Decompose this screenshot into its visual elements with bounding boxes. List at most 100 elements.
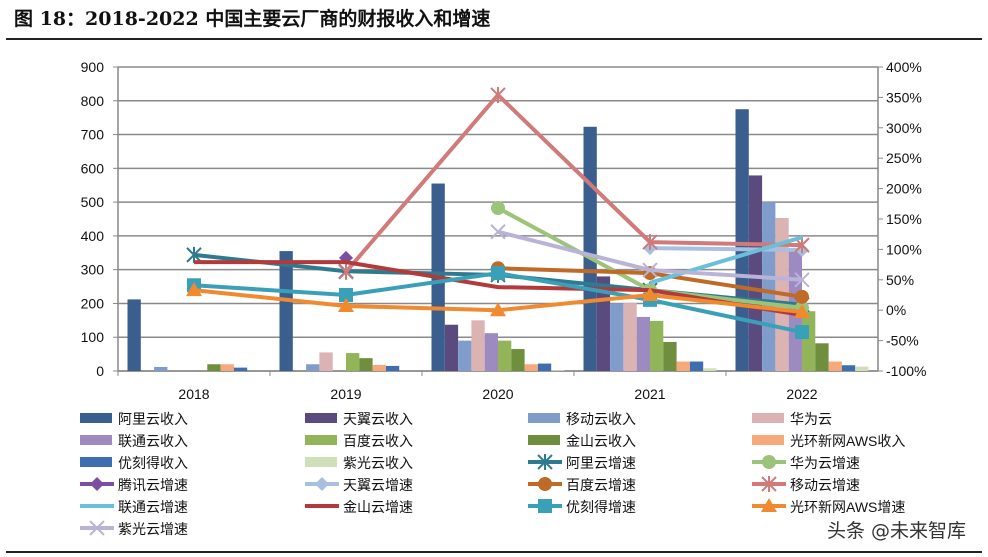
right-tick-label: -100%: [886, 363, 926, 379]
bar: [498, 340, 512, 371]
legend-swatch: [752, 413, 784, 423]
legend-label: 光环新网AWS收入: [790, 433, 905, 449]
bar: [689, 361, 704, 371]
bar: [359, 358, 373, 371]
legend-swatch: [528, 413, 560, 423]
legend-item: 光环新网AWS增速: [752, 499, 905, 515]
right-tick-label: 250%: [886, 150, 922, 166]
bar: [154, 366, 168, 371]
left-tick-label: 400: [81, 228, 105, 244]
right-tick-label: 200%: [886, 181, 922, 197]
bar: [444, 324, 459, 371]
legend-swatch: [80, 435, 112, 445]
bar: [372, 364, 386, 371]
figure-title: 图 18：2018-2022 中国主要云厂商的财报收入和增速: [14, 8, 491, 30]
bar: [306, 364, 320, 371]
watermark: 头条 @未来智库: [826, 520, 966, 542]
line-marker: [186, 282, 202, 297]
line-series: [649, 235, 803, 285]
bar: [663, 341, 677, 371]
line-series: [649, 246, 803, 253]
right-tick-label: 350%: [886, 89, 922, 105]
x-tick-label: 2022: [786, 386, 817, 402]
legend-label: 百度云增速: [566, 477, 636, 493]
legend-item: 金山云增速: [305, 499, 413, 515]
line-series: [344, 92, 803, 274]
legend-label: 百度云收入: [343, 433, 413, 449]
legend-label: 紫光云收入: [343, 455, 413, 471]
bar: [233, 367, 248, 371]
line-marker: [90, 477, 104, 491]
top-rule: [6, 38, 982, 40]
line-marker: [490, 302, 506, 317]
line-marker: [89, 520, 105, 536]
left-tick-label: 0: [96, 363, 104, 379]
bar: [650, 321, 664, 371]
legend-label: 华为云增速: [790, 455, 860, 471]
legend-item: 百度云收入: [305, 433, 413, 449]
x-tick-label: 2019: [330, 386, 361, 402]
line-marker: [762, 455, 776, 469]
legend-label: 金山云收入: [566, 433, 636, 449]
x-tick-label: 2018: [178, 386, 209, 402]
left-tick-label: 900: [81, 59, 105, 75]
legend-label: 天翼云增速: [343, 477, 413, 493]
legend-label: 光环新网AWS增速: [790, 499, 905, 515]
line-marker: [642, 287, 658, 301]
bar: [828, 361, 842, 371]
legend-label: 金山云增速: [343, 499, 413, 515]
legend-item: 华为云: [752, 411, 832, 427]
bar: [524, 364, 538, 371]
bar: [207, 364, 221, 371]
line-marker: [642, 262, 658, 278]
x-tick-label: 2020: [482, 386, 513, 402]
right-tick-label: 100%: [886, 241, 922, 257]
right-tick-label: -50%: [886, 333, 919, 349]
legend-label: 联通云增速: [118, 499, 188, 515]
left-tick-label: 600: [81, 160, 105, 176]
bar: [762, 202, 776, 371]
bar: [279, 251, 293, 371]
right-tick-label: 50%: [886, 272, 914, 288]
legend-swatch: [528, 435, 560, 445]
left-tick-label: 800: [81, 93, 105, 109]
right-tick-label: 150%: [886, 211, 922, 227]
legend-item: 阿里云收入: [80, 411, 188, 427]
legend-label: 优刻得收入: [118, 455, 188, 471]
legend-item: 金山云收入: [528, 433, 636, 449]
right-tick-label: 400%: [886, 59, 922, 75]
line-marker: [795, 289, 809, 304]
bar: [127, 299, 141, 371]
line-series: [194, 260, 803, 318]
line-marker: [794, 272, 810, 288]
right-tick-label: 300%: [886, 120, 922, 136]
bar: [346, 353, 360, 371]
legend-swatch: [305, 413, 337, 423]
line-marker: [315, 477, 329, 491]
legend-label: 阿里云增速: [566, 455, 636, 471]
left-tick-label: 100: [81, 329, 105, 345]
x-tick-label: 2021: [634, 386, 665, 402]
line-marker: [338, 297, 354, 312]
bar: [735, 109, 749, 371]
bottom-rule: [6, 551, 982, 553]
legend-swatch: [80, 457, 112, 467]
line-marker: [339, 288, 353, 302]
left-tick-label: 700: [81, 127, 105, 143]
line-marker: [338, 263, 354, 280]
bar: [583, 126, 597, 371]
line-marker: [642, 234, 658, 251]
bar: [676, 361, 690, 371]
bar: [855, 366, 869, 371]
bar: [458, 340, 472, 371]
legend-label: 联通云收入: [118, 433, 188, 449]
legend-item: 联通云收入: [80, 433, 188, 449]
legend-item: 移动云收入: [528, 411, 636, 427]
bar: [636, 316, 650, 371]
bar: [385, 365, 400, 371]
legend-label: 阿里云收入: [118, 411, 188, 427]
bar: [220, 364, 234, 371]
bar: [484, 333, 498, 371]
legend-item: 优刻得收入: [80, 455, 188, 471]
